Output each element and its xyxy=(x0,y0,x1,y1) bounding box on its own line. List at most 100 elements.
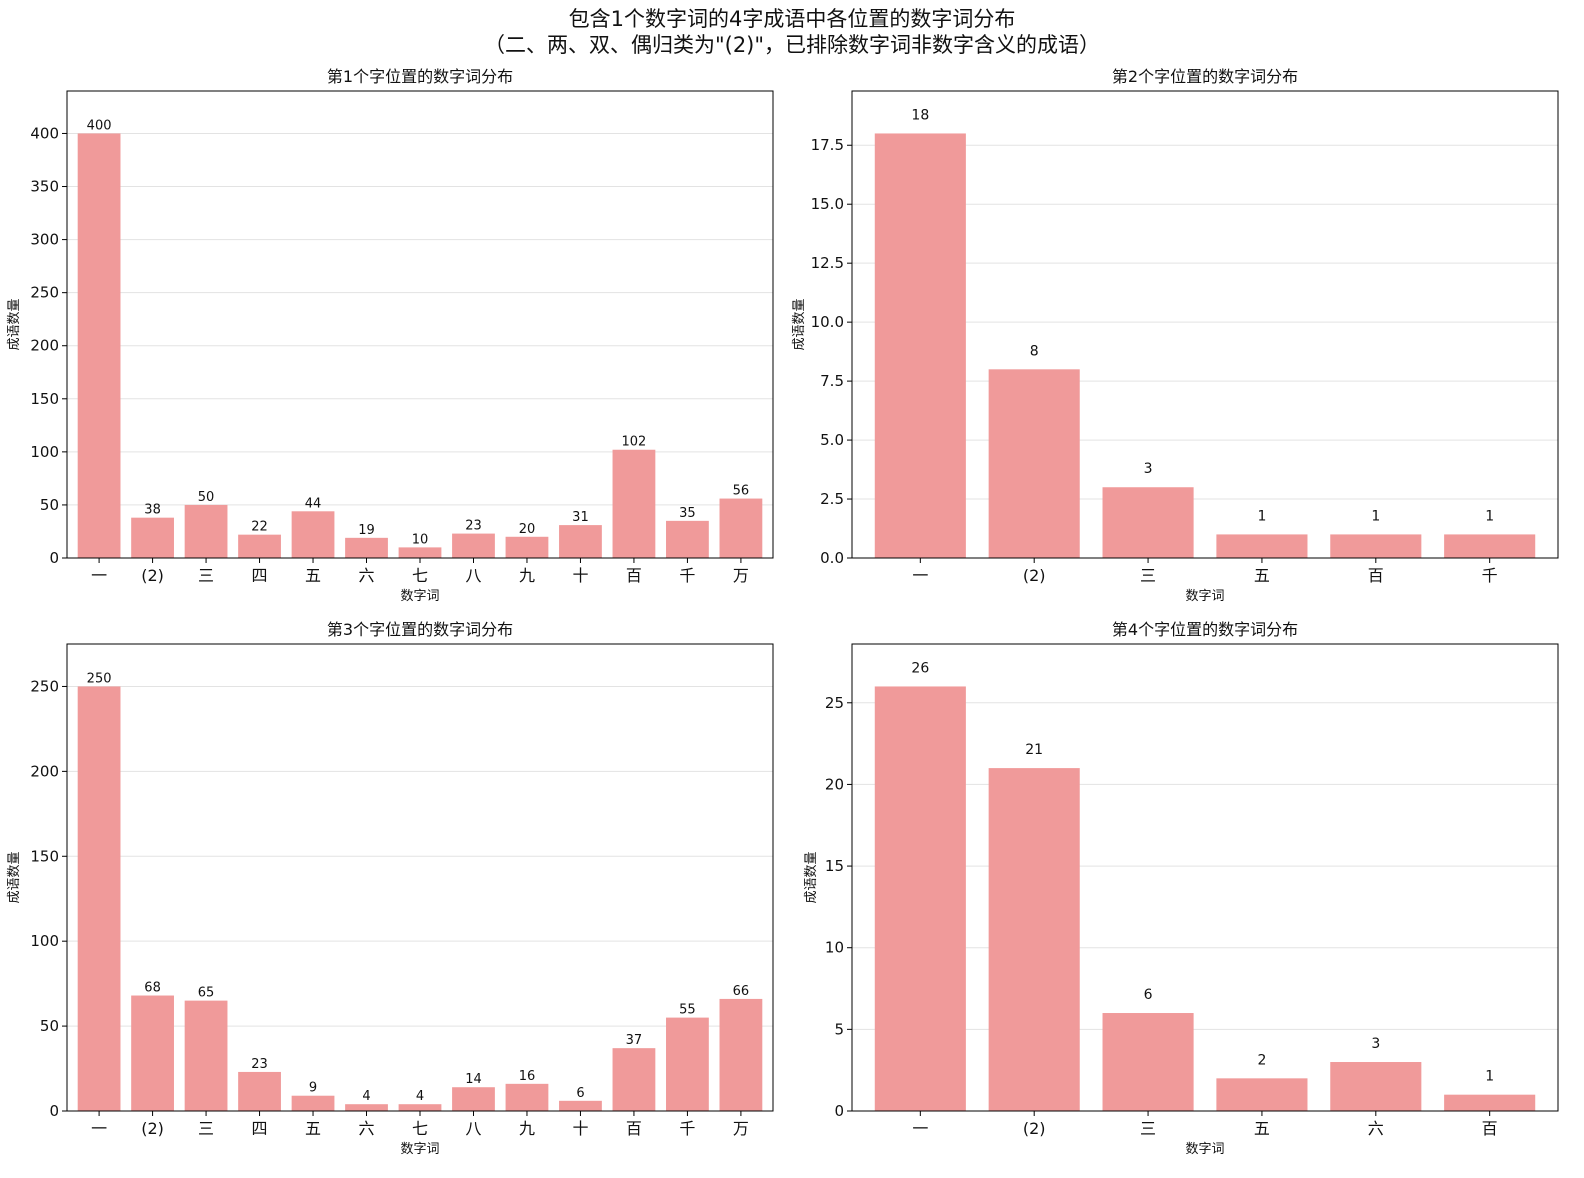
y-tick-label: 2.5 xyxy=(820,490,844,508)
bar-value-label: 1 xyxy=(1371,508,1380,524)
bar-value-label: 8 xyxy=(1030,343,1039,359)
bar-三 xyxy=(184,504,228,558)
x-tick-label: 千 xyxy=(679,566,695,585)
bar-三 xyxy=(184,1000,228,1111)
x-tick-label: 一 xyxy=(91,566,107,585)
y-tick-label: 0.0 xyxy=(820,549,844,567)
x-tick-label: (2) xyxy=(1023,1119,1046,1138)
bar-value-label: 250 xyxy=(87,671,112,686)
bar-一 xyxy=(874,133,966,559)
axes-frame xyxy=(851,643,1559,1112)
y-tick-label: 5.0 xyxy=(820,431,844,449)
bar-value-label: 1 xyxy=(1257,508,1266,524)
bar-value-label: 37 xyxy=(626,1033,643,1048)
x-tick-label: 五 xyxy=(1254,1119,1270,1138)
y-tick-label: 200 xyxy=(30,762,59,780)
bar-三 xyxy=(1102,487,1194,558)
bar-一 xyxy=(874,686,966,1111)
bar-百 xyxy=(612,1048,656,1111)
y-tick-label: 10 xyxy=(825,939,844,957)
bar-value-label: 21 xyxy=(1025,742,1043,758)
x-tick-label: 三 xyxy=(1140,566,1156,585)
bar-value-label: 18 xyxy=(911,107,929,123)
bar-四 xyxy=(238,534,281,558)
axes-frame xyxy=(851,90,1559,559)
bar-value-label: 68 xyxy=(144,981,161,996)
bar-value-label: 10 xyxy=(412,532,429,547)
x-tick-label: 四 xyxy=(252,566,268,585)
y-tick-label: 50 xyxy=(40,496,59,514)
x-tick-label: 八 xyxy=(465,566,481,585)
x-tick-label: 百 xyxy=(1368,566,1384,585)
bar-(2) xyxy=(988,369,1080,558)
bar-六 xyxy=(1330,1062,1422,1111)
x-tick-label: 万 xyxy=(733,1119,749,1138)
x-tick-label: 五 xyxy=(1254,566,1270,585)
bar-六 xyxy=(345,1104,388,1111)
x-tick-label: 百 xyxy=(626,566,642,585)
bar-(2) xyxy=(131,995,174,1111)
bar-value-label: 9 xyxy=(309,1081,317,1096)
chart-title: 第1个字位置的数字词分布 xyxy=(327,67,513,86)
bar-百 xyxy=(612,449,656,558)
bar-value-label: 14 xyxy=(465,1072,482,1087)
y-tick-label: 12.5 xyxy=(811,254,844,272)
bar-四 xyxy=(238,1071,281,1111)
bar-value-label: 23 xyxy=(465,519,482,534)
chart-panel-3: 250 68 65 23 9 4 4 14 16 6 37 55 66 0 50 100 150 200 250 一 (… xyxy=(7,620,774,1157)
x-tick-label: 千 xyxy=(679,1119,695,1138)
bar-十 xyxy=(559,525,602,558)
bar-value-label: 26 xyxy=(911,660,929,676)
bar-value-label: 400 xyxy=(87,118,112,133)
bar-value-label: 65 xyxy=(198,986,215,1001)
bar-十 xyxy=(559,1100,602,1111)
bar-value-label: 4 xyxy=(416,1089,424,1104)
y-axis-label: 成语数量 xyxy=(7,851,22,903)
x-tick-label: 千 xyxy=(1482,566,1498,585)
y-tick-label: 0 xyxy=(49,549,59,567)
x-tick-label: 七 xyxy=(412,1119,428,1138)
y-tick-label: 15 xyxy=(825,857,844,875)
bar-value-label: 56 xyxy=(733,484,750,499)
y-tick-label: 10.0 xyxy=(811,313,844,331)
bar-千 xyxy=(666,1017,709,1111)
bar-value-label: 1 xyxy=(1485,1069,1494,1085)
y-tick-label: 250 xyxy=(30,284,59,302)
x-tick-label: 六 xyxy=(359,566,375,585)
chart-title: 第3个字位置的数字词分布 xyxy=(327,620,513,639)
y-tick-label: 250 xyxy=(30,677,59,695)
y-tick-label: 25 xyxy=(825,694,844,712)
y-tick-label: 150 xyxy=(30,847,59,865)
x-tick-label: 九 xyxy=(519,1119,535,1138)
bar-八 xyxy=(452,533,495,558)
x-tick-label: 万 xyxy=(733,566,749,585)
x-tick-label: 一 xyxy=(91,1119,107,1138)
bar-value-label: 16 xyxy=(519,1069,536,1084)
y-tick-label: 200 xyxy=(30,337,59,355)
y-tick-label: 50 xyxy=(40,1017,59,1035)
x-axis-label: 数字词 xyxy=(1185,589,1224,604)
x-tick-label: 十 xyxy=(572,1119,588,1138)
y-tick-label: 350 xyxy=(30,178,59,196)
y-axis-label: 成语数量 xyxy=(7,298,22,350)
x-tick-label: 十 xyxy=(572,566,588,585)
bar-value-label: 2 xyxy=(1257,1052,1266,1068)
figure-title-line2: （二、两、双、偶归类为"(2)"，已排除数字词非数字含义的成语） xyxy=(483,33,1101,57)
y-tick-label: 20 xyxy=(825,775,844,793)
bar-value-label: 44 xyxy=(305,496,322,511)
chart-panel-1: 400 38 50 22 44 19 10 23 20 31 102 35 56 0 50 100 150 200… xyxy=(7,67,774,604)
x-axis-label: 数字词 xyxy=(400,589,439,604)
bar-value-label: 31 xyxy=(572,510,589,525)
x-tick-label: 七 xyxy=(412,566,428,585)
y-tick-label: 100 xyxy=(30,932,59,950)
x-tick-label: 六 xyxy=(1368,1119,1384,1138)
bar-value-label: 6 xyxy=(576,1086,584,1101)
bar-五 xyxy=(1216,534,1308,558)
x-tick-label: 一 xyxy=(912,566,928,585)
bar-一 xyxy=(77,686,121,1111)
bar-value-label: 23 xyxy=(251,1057,268,1072)
bar-value-label: 55 xyxy=(679,1003,696,1018)
bar-value-label: 50 xyxy=(198,490,215,505)
